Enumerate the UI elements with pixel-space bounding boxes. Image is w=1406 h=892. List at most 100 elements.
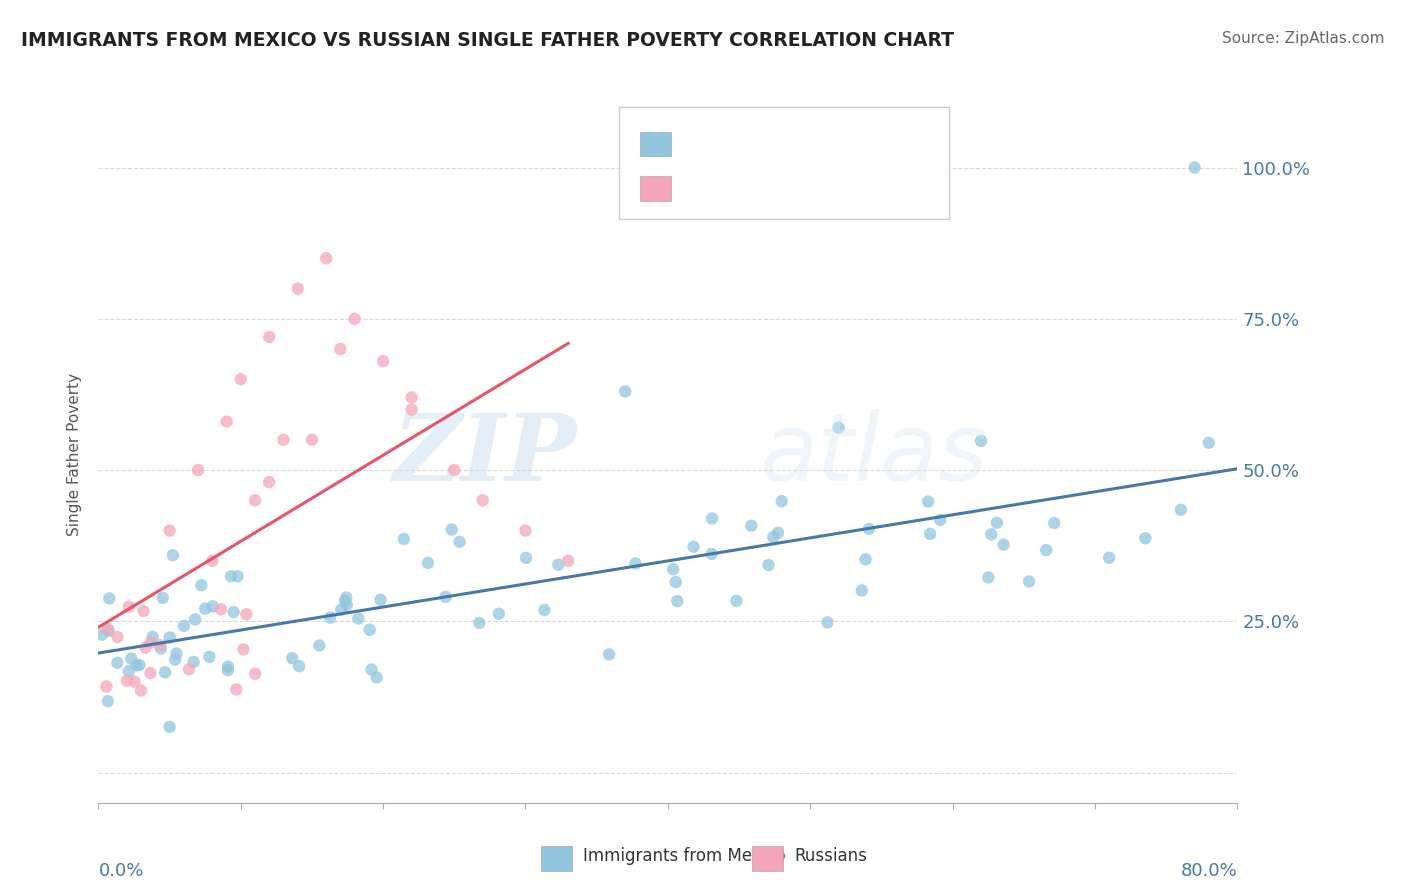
Point [366,670,388,684]
Point [222,605,245,619]
Point [333,594,356,608]
Point [243,666,266,681]
Point [980,527,1002,541]
Point [1043,516,1066,530]
Point [770,494,793,508]
Point [359,623,381,637]
Point [700,547,723,561]
Point [401,402,423,417]
Point [851,583,873,598]
Point [416,556,439,570]
Point [1098,550,1121,565]
Point [287,281,309,295]
Point [308,639,330,653]
Point [232,642,254,657]
Point [226,569,249,583]
Point [920,526,942,541]
Point [159,524,181,538]
Point [243,493,266,508]
Point [215,415,238,429]
Point [115,673,138,688]
Point [347,611,370,625]
Point [96,680,118,694]
Point [986,516,1008,530]
Point [817,615,839,630]
Point [259,475,281,490]
Point [662,562,685,576]
Point [217,659,239,673]
Point [766,525,789,540]
Point [177,662,200,676]
Point [159,720,181,734]
Point [828,420,851,434]
Point [740,518,762,533]
Point [91,628,114,642]
Point [440,523,463,537]
Point [217,663,239,677]
Point [97,622,120,636]
Point [159,631,181,645]
Y-axis label: Single Father Poverty: Single Father Poverty [67,374,83,536]
Point [665,574,688,589]
Point [118,664,141,678]
Point [139,635,162,649]
Point [162,549,184,563]
Text: R = 0.578   N = 89: R = 0.578 N = 89 [682,128,846,145]
Point [129,683,152,698]
Point [858,522,880,536]
Point [977,570,1000,584]
Point [468,615,491,630]
Text: IMMIGRANTS FROM MEXICO VS RUSSIAN SINGLE FATHER POVERTY CORRELATION CHART: IMMIGRANTS FROM MEXICO VS RUSSIAN SINGLE… [21,31,955,50]
Point [917,494,939,508]
Point [598,648,620,662]
Point [142,630,165,644]
Point [149,641,172,656]
Point [758,558,780,572]
Point [700,511,723,525]
Text: ZIP: ZIP [392,410,576,500]
Point [855,552,877,566]
Text: Source: ZipAtlas.com: Source: ZipAtlas.com [1222,31,1385,46]
Text: atlas: atlas [759,409,987,500]
Point [152,591,174,605]
Point [198,649,221,664]
Point [1035,543,1057,558]
Point [434,590,457,604]
Point [319,610,342,624]
Point [666,594,689,608]
Point [515,524,537,538]
Point [329,342,352,356]
Point [235,607,257,622]
Point [335,591,357,605]
Point [443,463,465,477]
Point [392,532,415,546]
Point [929,513,952,527]
Point [187,463,209,477]
Point [259,330,281,344]
Point [330,602,353,616]
Point [373,354,395,368]
Point [288,659,311,673]
Point [993,538,1015,552]
Point [281,651,304,665]
Point [105,656,128,670]
Point [370,592,392,607]
Text: Russians: Russians [794,847,868,865]
Point [547,558,569,572]
Point [149,638,172,652]
Point [128,657,150,672]
Text: R = 0.573   N = 39: R = 0.573 N = 39 [682,174,846,192]
Point [1198,435,1220,450]
Point [970,434,993,448]
Text: 80.0%: 80.0% [1181,862,1237,880]
Point [120,651,142,665]
Point [190,578,212,592]
Point [557,554,579,568]
Point [336,598,359,612]
Point [273,433,295,447]
Point [98,591,121,606]
Point [315,252,337,266]
Point [488,607,510,621]
Point [301,433,323,447]
Point [184,612,207,626]
